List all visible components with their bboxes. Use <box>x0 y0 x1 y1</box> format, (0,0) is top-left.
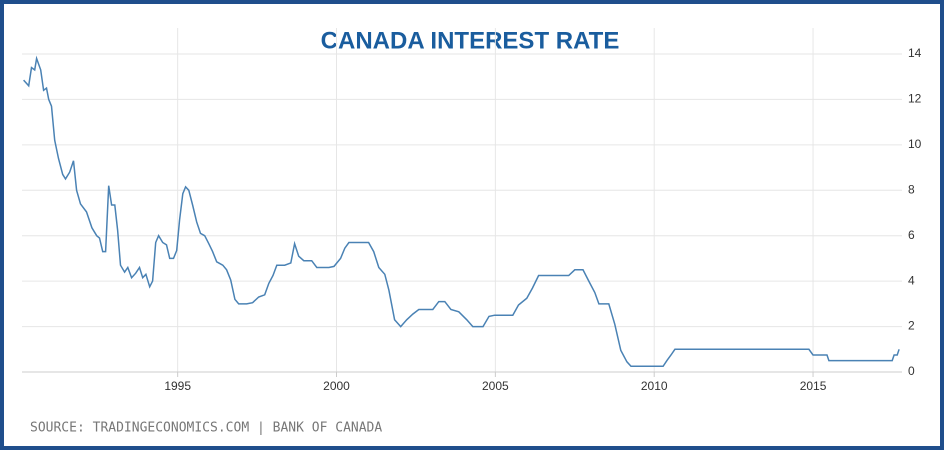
source: SOURCE: TRADINGECONOMICS.COM | BANK OF C… <box>30 421 382 436</box>
chart-title: CANADA INTEREST RATE <box>321 27 620 54</box>
y-tick-label: 4 <box>908 273 915 287</box>
x-tick-label: 1995 <box>164 379 191 393</box>
y-tick-label: 2 <box>908 319 915 333</box>
x-tick-label: 2010 <box>641 379 668 393</box>
y-tick-label: 8 <box>908 182 915 196</box>
x-tick-label: 2005 <box>482 379 509 393</box>
y-tick-label: 10 <box>908 137 922 151</box>
y-tick-label: 0 <box>908 364 915 378</box>
series-line <box>23 55 900 368</box>
x-tick-label: 2015 <box>800 379 827 393</box>
y-tick-label: 6 <box>908 228 915 242</box>
x-tick-label: 2000 <box>323 379 350 393</box>
y-tick-label: 12 <box>908 92 922 106</box>
y-tick-label: 14 <box>908 46 922 60</box>
